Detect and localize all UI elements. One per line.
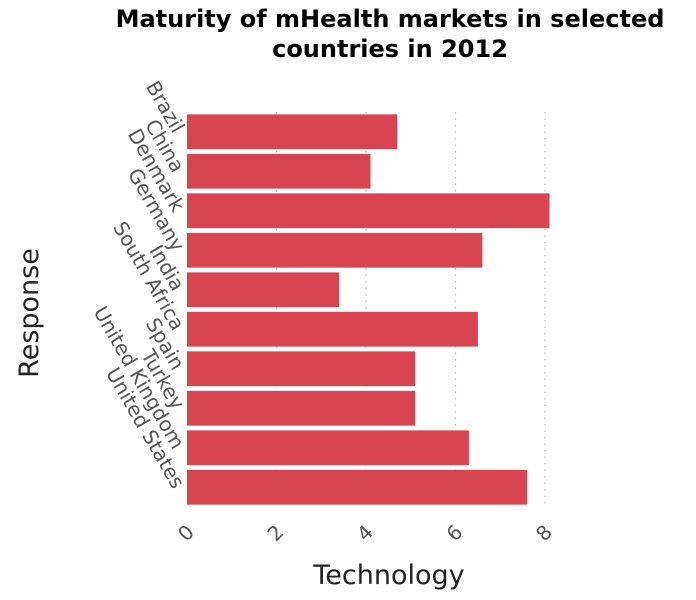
bar bbox=[187, 351, 416, 387]
x-tick-label: 4 bbox=[352, 520, 378, 546]
bars bbox=[187, 114, 550, 505]
x-tick-labels: 0 2 4 6 8 bbox=[173, 520, 557, 546]
x-tick-label: 2 bbox=[262, 520, 288, 546]
bar bbox=[187, 232, 483, 268]
bar bbox=[187, 430, 469, 466]
bar bbox=[187, 193, 550, 229]
chart-title: Maturity of mHealth markets in selected … bbox=[115, 5, 665, 63]
bar bbox=[187, 153, 371, 189]
bar bbox=[187, 272, 340, 308]
bar bbox=[187, 311, 478, 347]
y-axis-label: Response bbox=[14, 248, 45, 378]
bar bbox=[187, 390, 416, 426]
bar bbox=[187, 114, 398, 150]
bar bbox=[187, 469, 528, 505]
x-axis-label: Technology bbox=[312, 560, 464, 591]
x-tick-label: 8 bbox=[531, 520, 557, 546]
x-tick-label: 6 bbox=[441, 520, 467, 546]
x-tick-label: 0 bbox=[173, 520, 199, 546]
